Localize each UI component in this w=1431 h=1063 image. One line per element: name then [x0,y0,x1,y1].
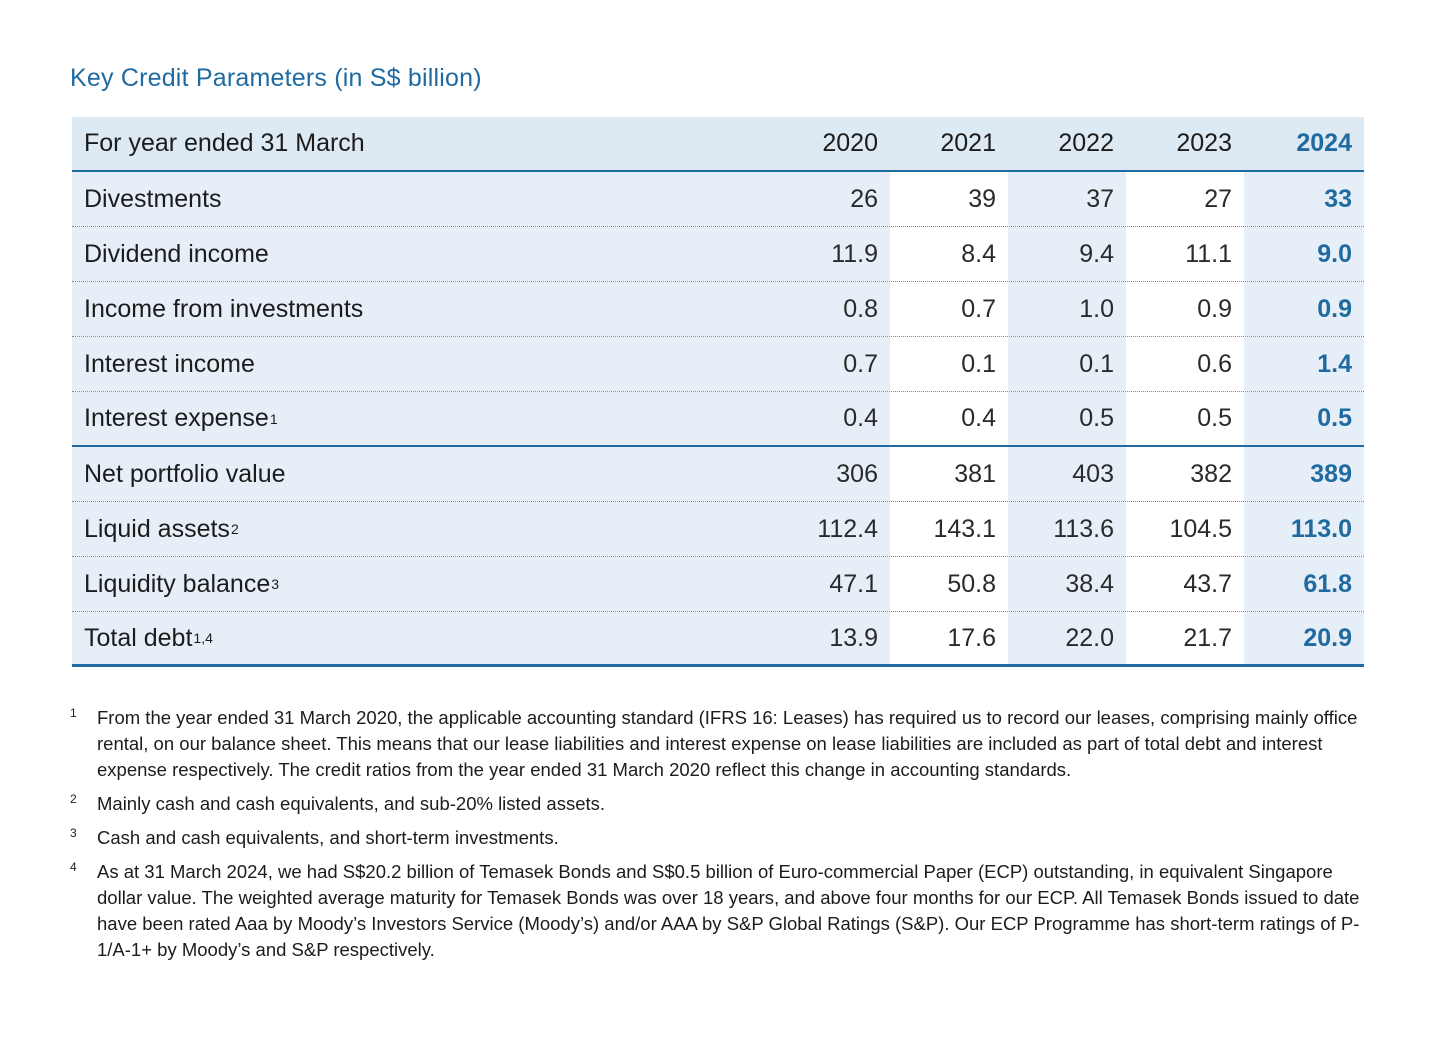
row-label: Interest expense 1 [72,392,772,445]
value-cell-2024: 389 [1244,447,1364,501]
table-row: Income from investments 0.8 0.7 1.0 0.9 0.9 [72,282,1364,337]
row-label-text: Dividend income [84,239,269,268]
value-cell-2024: 0.5 [1244,392,1364,445]
row-label-text: Interest income [84,349,255,378]
row-label: Liquidity balance 3 [72,557,772,611]
value-cell-2022: 37 [1008,172,1126,226]
value-cell-2021: 0.1 [890,337,1008,391]
row-label-text: Net portfolio value [84,459,286,488]
value-cell-2021: 0.7 [890,282,1008,336]
row-label: Liquid assets 2 [72,502,772,556]
row-label: Income from investments [72,282,772,336]
footnote: 2 Mainly cash and cash equivalents, and s… [70,791,1360,817]
table-row: Interest expense 1 0.4 0.4 0.5 0.5 0.5 [72,392,1364,447]
footnote: 3 Cash and cash equivalents, and short-te… [70,825,1360,851]
value-cell-2021: 0.4 [890,392,1008,445]
value-cell-2021: 39 [890,172,1008,226]
value-cell-2021: 8.4 [890,227,1008,281]
footnote-text: As at 31 March 2024, we had S$20.2 billi… [97,861,1360,960]
value-cell-2024: 1.4 [1244,337,1364,391]
table-row: Net portfolio value 306 381 403 382 389 [72,447,1364,502]
value-cell-2022: 1.0 [1008,282,1126,336]
row-label-text: Income from investments [84,294,364,323]
value-cell-2024: 113.0 [1244,502,1364,556]
value-cell-2020: 306 [772,447,890,501]
header-label: For year ended 31 March [84,129,365,157]
value-cell-2023: 27 [1126,172,1244,226]
value-cell-2022: 113.6 [1008,502,1126,556]
table-row: Liquidity balance 3 47.1 50.8 38.4 43.7 61.8 [72,557,1364,612]
row-label-text: Divestments [84,184,222,213]
row-label-text: Interest expense [84,404,269,432]
credit-parameters-table: For year ended 31 March 2020 2021 2022 2… [72,117,1364,667]
header-year-2024: 2024 [1296,129,1352,157]
value-cell-2023: 0.5 [1126,392,1244,445]
value-cell-2024: 0.9 [1244,282,1364,336]
value-cell-2021: 143.1 [890,502,1008,556]
header-year-2022: 2022 [1058,129,1114,157]
value-cell-2022: 0.5 [1008,392,1126,445]
value-cell-2024: 20.9 [1244,612,1364,664]
row-label-text: Liquidity balance [84,569,271,598]
row-label-text: Total debt [84,623,193,652]
table-title: Key Credit Parameters (in S$ billion) [70,64,482,92]
table-row: Total debt 1,4 13.9 17.6 22.0 21.7 20.9 [72,612,1364,667]
table-row: Dividend income 11.9 8.4 9.4 11.1 9.0 [72,227,1364,282]
footnote: 1 From the year ended 31 March 2020, the … [70,705,1360,783]
value-cell-2020: 0.7 [772,337,890,391]
value-cell-2022: 0.1 [1008,337,1126,391]
value-cell-2024: 9.0 [1244,227,1364,281]
value-cell-2020: 47.1 [772,557,890,611]
value-cell-2023: 11.1 [1126,227,1244,281]
value-cell-2022: 9.4 [1008,227,1126,281]
value-cell-2023: 104.5 [1126,502,1244,556]
footnote-text: Mainly cash and cash equivalents, and su… [97,793,606,814]
table-body: Divestments 26 39 37 27 33 Dividend income 11.9… [72,172,1364,667]
value-cell-2022: 38.4 [1008,557,1126,611]
value-cell-2024: 61.8 [1244,557,1364,611]
row-label-text: Liquid assets [84,514,230,543]
footnote-number: 4 [70,860,77,874]
value-cell-2020: 13.9 [772,612,890,664]
footnote-text: Cash and cash equivalents, and short-ter… [97,827,559,848]
table-row: Divestments 26 39 37 27 33 [72,172,1364,227]
footnote-text: From the year ended 31 March 2020, the a… [97,707,1358,780]
footnote: 4 As at 31 March 2024, we had S$20.2 bill… [70,859,1360,963]
table-header-row: For year ended 31 March 2020 2021 2022 2… [72,117,1364,172]
row-label: Interest income [72,337,772,391]
header-year-2023: 2023 [1176,129,1232,157]
value-cell-2021: 50.8 [890,557,1008,611]
header-year-2021: 2021 [940,129,996,157]
footnote-number: 2 [70,792,77,806]
value-cell-2020: 0.8 [772,282,890,336]
value-cell-2021: 381 [890,447,1008,501]
row-label: Net portfolio value [72,447,772,501]
header-year-2020: 2020 [822,129,878,157]
row-label: Dividend income [72,227,772,281]
value-cell-2023: 0.9 [1126,282,1244,336]
value-cell-2023: 382 [1126,447,1244,501]
value-cell-2020: 26 [772,172,890,226]
value-cell-2024: 33 [1244,172,1364,226]
table-row: Liquid assets 2 112.4 143.1 113.6 104.5 113.0 [72,502,1364,557]
value-cell-2020: 0.4 [772,392,890,445]
row-label: Total debt 1,4 [72,612,772,664]
value-cell-2022: 403 [1008,447,1126,501]
value-cell-2022: 22.0 [1008,612,1126,664]
row-label: Divestments [72,172,772,226]
footnote-number: 1 [70,706,77,720]
table-row: Interest income 0.7 0.1 0.1 0.6 1.4 [72,337,1364,392]
value-cell-2020: 112.4 [772,502,890,556]
value-cell-2023: 43.7 [1126,557,1244,611]
footnotes: 1 From the year ended 31 March 2020, the … [70,705,1360,971]
footnote-number: 3 [70,826,77,840]
value-cell-2020: 11.9 [772,227,890,281]
value-cell-2023: 21.7 [1126,612,1244,664]
value-cell-2021: 17.6 [890,612,1008,664]
value-cell-2023: 0.6 [1126,337,1244,391]
